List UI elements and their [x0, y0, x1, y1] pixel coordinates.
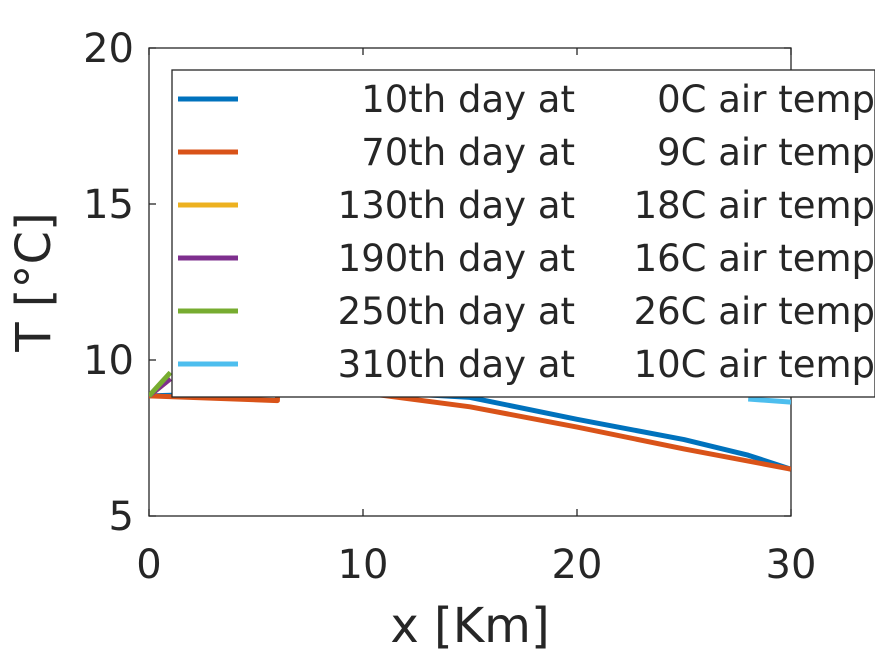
legend-temp-label: 16C air temp — [634, 237, 875, 280]
legend-temp-label: 10C air temp — [634, 343, 875, 386]
x-tick-label: 0 — [136, 542, 161, 588]
legend-series-name: 70th day at — [361, 131, 575, 174]
legend-series-name: 250th day at — [338, 290, 575, 333]
legend-series-name: 190th day at — [338, 237, 575, 280]
y-tick-label: 15 — [83, 182, 134, 228]
legend-temp-label: 18C air temp — [634, 184, 875, 227]
series-line-2 — [149, 388, 791, 472]
x-tick-label: 10 — [338, 542, 389, 588]
legend-series-name: 130th day at — [338, 184, 575, 227]
series-line-6 — [748, 396, 791, 405]
y-tick-label: 20 — [83, 26, 134, 72]
x-tick-label: 30 — [766, 542, 817, 588]
legend-box — [171, 69, 875, 398]
legend-temp-label: 26C air temp — [634, 290, 875, 333]
x-axis-label: x [Km] — [390, 598, 549, 654]
tick-layer: 0 10 20 30 5 10 15 20 — [83, 26, 816, 588]
x-tick-label: 20 — [552, 542, 603, 588]
legend-temp-label: 0C air temp — [657, 78, 875, 121]
y-tick-label: 10 — [83, 338, 134, 384]
y-tick-label: 5 — [109, 494, 134, 540]
legend-temp-label: 9C air temp — [657, 131, 875, 174]
series-line-5 — [149, 370, 173, 398]
legend-series-name: 310th day at — [338, 343, 575, 386]
y-axis-label: T [°C] — [6, 212, 62, 353]
legend-series-name: 10th day at — [361, 78, 575, 121]
legend: 10th day at 0C air temp 70th day at 9C air … — [171, 69, 875, 398]
